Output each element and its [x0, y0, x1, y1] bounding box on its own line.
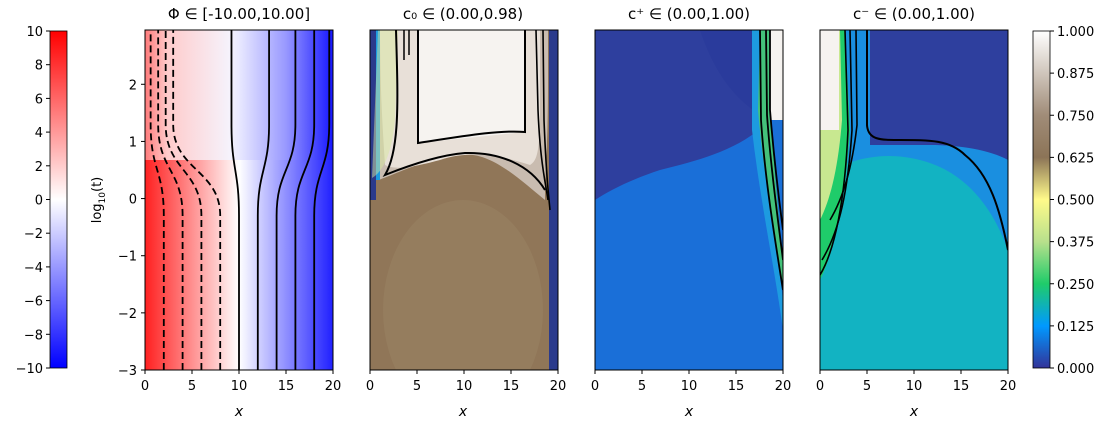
- phi-contour-line: [164, 30, 203, 370]
- panel-cplus-title: c⁺ ∈ (0.00,1.00): [628, 5, 750, 23]
- phi-contour-line: [313, 30, 331, 370]
- panel-cminus-xlabel: x: [909, 404, 919, 420]
- panel-phi: Φ ∈ [-10.00,10.00] x 0 5 10 15 20 210−1−2−3: [118, 5, 341, 420]
- cminus-field-depleted: [870, 30, 1008, 160]
- c0-field-plateau: [418, 30, 525, 143]
- y-tick-label: 1: [129, 135, 137, 150]
- panel-cplus: c⁺ ∈ (0.00,1.00) x 0 5 10 15 20: [591, 5, 791, 420]
- x-tick-label: 15: [728, 379, 745, 394]
- colorbar-tick-label: 0.125: [1057, 320, 1094, 335]
- colorbar-tick-label: 0.875: [1057, 67, 1094, 82]
- panel-phi-xlabel: x: [234, 404, 244, 420]
- colorbar-tick-label: 0.625: [1057, 151, 1094, 166]
- phi-field-late: [145, 30, 333, 160]
- x-tick-label: 0: [816, 379, 824, 394]
- c0-edge-left: [370, 30, 376, 200]
- colorbar-tick-label: −2: [24, 227, 43, 242]
- x-tick-label: 0: [366, 379, 374, 394]
- x-tick-label: 10: [456, 379, 473, 394]
- colorbar-tick-label: 0.000: [1057, 362, 1094, 377]
- panel-c0: c₀ ∈ (0.00,0.98) x 0 5 10 15 20: [366, 5, 566, 420]
- colorbar-tick-label: 10: [26, 25, 43, 40]
- panel-cminus: c⁻ ∈ (0.00,1.00) x 0 5 10 15 20: [816, 5, 1016, 420]
- panel-cminus-title: c⁻ ∈ (0.00,1.00): [853, 5, 975, 23]
- x-tick-label: 10: [231, 379, 248, 394]
- colorbar-tick-label: 1.000: [1057, 25, 1094, 40]
- x-tick-label: 10: [681, 379, 698, 394]
- phi-contour-line: [230, 30, 240, 370]
- phi-contour-line: [275, 30, 297, 370]
- y-tick-label: −1: [118, 250, 137, 265]
- panel-c0-title: c₀ ∈ (0.00,0.98): [403, 5, 523, 23]
- bwr-colorbar-strip: [49, 30, 68, 369]
- x-tick-label: 20: [325, 379, 342, 394]
- y-axis-label: log10(t): [90, 177, 108, 224]
- x-tick-label: 0: [141, 379, 149, 394]
- y-tick-label: −2: [118, 307, 137, 322]
- left-colorbar: 10 8 6 4 2 0 −2 −4 −6 −8 −10: [16, 25, 68, 377]
- colorbar-tick-label: 2: [35, 160, 43, 175]
- colorbar-tick-label: −6: [24, 295, 43, 310]
- colorbar-tick-label: 0: [35, 194, 43, 209]
- x-tick-label: 15: [278, 379, 295, 394]
- x-tick-label: 15: [953, 379, 970, 394]
- c0-field-center: [383, 200, 543, 370]
- colorbar-tick-label: 0.750: [1057, 109, 1094, 124]
- x-tick-label: 5: [413, 379, 421, 394]
- c0-edge-right: [549, 30, 558, 370]
- colorbar-tick-label: −10: [16, 362, 43, 377]
- cminus-layer-high: [820, 30, 839, 130]
- panel-c0-xlabel: x: [458, 404, 468, 420]
- colorbar-tick-label: −8: [24, 328, 43, 343]
- y-tick-label: −3: [118, 364, 137, 379]
- phi-contour-line: [172, 30, 222, 370]
- colorbar-tick-label: 6: [35, 92, 43, 107]
- terrain-colorbar-strip: [1032, 30, 1051, 369]
- colorbar-tick-label: −4: [24, 261, 43, 276]
- y-tick-label: 2: [129, 78, 137, 93]
- x-tick-label: 20: [550, 379, 567, 394]
- y-tick-label: 0: [129, 193, 137, 208]
- cplus-layer-high: [770, 30, 783, 120]
- colorbar-tick-label: 0.375: [1057, 236, 1094, 251]
- colorbar-tick-label: 0.500: [1057, 194, 1094, 209]
- x-tick-label: 5: [188, 379, 196, 394]
- x-tick-label: 15: [503, 379, 520, 394]
- panel-phi-title: Φ ∈ [-10.00,10.00]: [168, 5, 310, 23]
- phi-contour-line: [157, 30, 184, 370]
- x-tick-label: 0: [591, 379, 599, 394]
- x-tick-label: 5: [638, 379, 646, 394]
- x-tick-label: 5: [863, 379, 871, 394]
- panel-cplus-xlabel: x: [684, 404, 694, 420]
- x-tick-label: 20: [775, 379, 792, 394]
- phi-contour-line: [149, 30, 165, 370]
- colorbar-tick-label: 0.250: [1057, 278, 1094, 293]
- colorbar-tick-label: 8: [35, 59, 43, 74]
- phi-contour-line: [256, 30, 270, 370]
- colorbar-tick-label: 4: [35, 126, 43, 141]
- right-colorbar: 1.000 0.875 0.750 0.625 0.500 0.375 0.250 0.125…: [1032, 25, 1094, 377]
- x-tick-label: 20: [1000, 379, 1017, 394]
- x-tick-label: 10: [906, 379, 923, 394]
- phi-contour-line: [294, 30, 316, 370]
